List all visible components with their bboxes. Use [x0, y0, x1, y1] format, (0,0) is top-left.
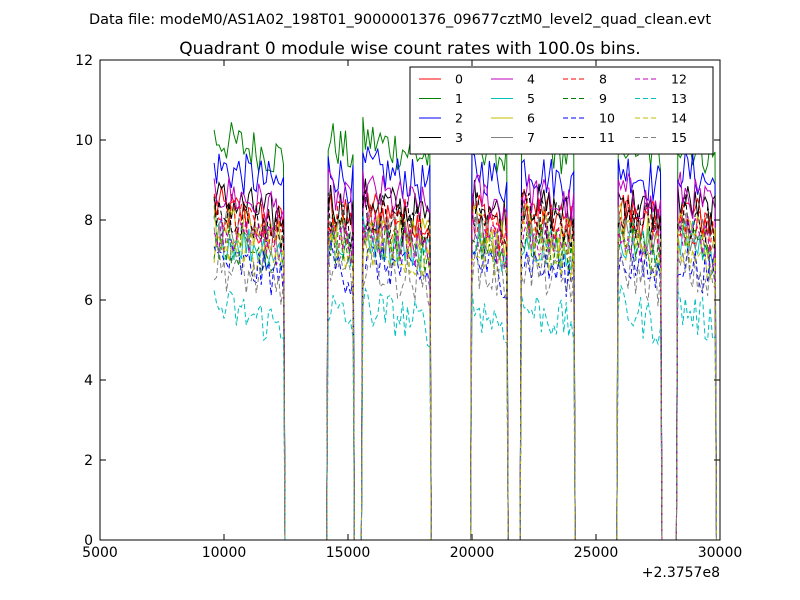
y-tick-label: 0: [84, 533, 93, 549]
y-tick-label: 10: [75, 133, 93, 149]
series-line-10: [213, 240, 717, 540]
series-line-3: [213, 178, 717, 540]
legend-label-8: 8: [599, 72, 607, 87]
legend-label-13: 13: [671, 91, 687, 106]
series-line-12: [213, 210, 717, 540]
legend-label-10: 10: [599, 111, 615, 126]
legend-label-4: 4: [527, 72, 535, 87]
legend-box: [409, 66, 714, 155]
x-tick-label: 30000: [698, 545, 743, 561]
series-line-4: [213, 168, 717, 540]
x-tick-label: 15000: [326, 545, 371, 561]
series-line-14: [213, 220, 717, 540]
chart-title: Quadrant 0 module wise count rates with …: [179, 39, 640, 59]
y-tick-label: 12: [75, 53, 93, 69]
legend-label-2: 2: [455, 111, 463, 126]
y-tick-label: 6: [84, 293, 93, 309]
series-line-8: [213, 193, 717, 540]
series-line-5: [213, 214, 717, 540]
x-tick-label: 5000: [82, 545, 118, 561]
y-tick-label: 2: [84, 453, 93, 469]
series-line-7: [213, 206, 717, 540]
series-layer: [213, 117, 717, 540]
legend-label-9: 9: [599, 91, 607, 106]
x-offset-label: +2.3757e8: [642, 565, 720, 581]
series-line-15: [213, 246, 717, 540]
legend-label-15: 15: [671, 130, 687, 145]
legend-label-1: 1: [455, 91, 463, 106]
legend-label-5: 5: [527, 91, 535, 106]
legend-label-0: 0: [455, 72, 463, 87]
legend-label-11: 11: [599, 130, 615, 145]
y-tick-label: 4: [84, 373, 93, 389]
y-tick-label: 8: [84, 213, 93, 229]
x-tick-label: 10000: [202, 545, 247, 561]
suptitle: Data file: modeM0/AS1A02_198T01_90000013…: [89, 12, 711, 28]
series-line-9: [213, 220, 717, 540]
series-line-13: [213, 285, 717, 540]
legend-label-12: 12: [671, 72, 687, 87]
series-line-11: [213, 188, 717, 540]
series-line-2: [213, 146, 717, 540]
x-tick-label: 25000: [574, 545, 619, 561]
legend-label-3: 3: [455, 130, 463, 145]
legend-label-6: 6: [527, 111, 535, 126]
legend-label-7: 7: [527, 130, 535, 145]
x-tick-label: 20000: [450, 545, 495, 561]
legend-label-14: 14: [671, 111, 687, 126]
